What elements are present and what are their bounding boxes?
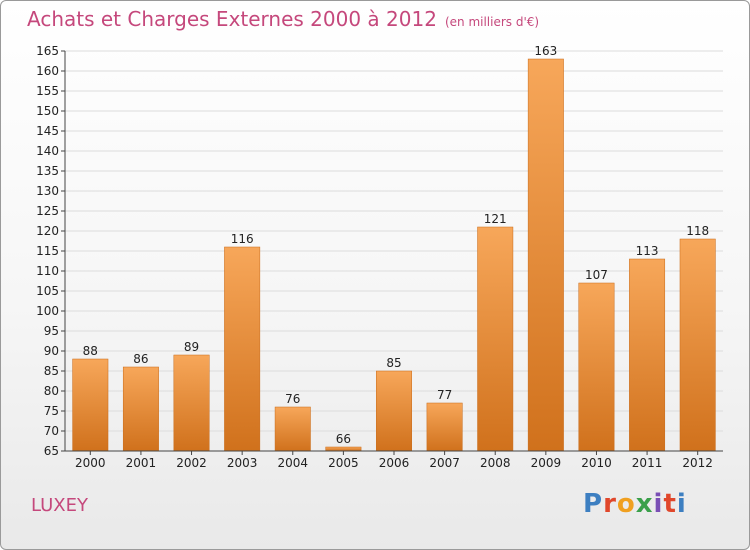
data-label-2005: 66 [336,432,351,446]
bar-2011 [629,258,666,452]
axes [61,50,723,455]
bar-2007 [426,402,463,452]
bar-2012 [679,238,716,452]
data-label-2011: 113 [636,244,659,258]
logo-letter: o [616,489,636,519]
x-tick-label-2000: 2000 [75,456,106,470]
y-tick-label: 75 [44,404,59,418]
y-tick-label: 65 [44,444,59,458]
bar-2003 [224,246,261,452]
data-label-2001: 86 [133,352,148,366]
y-tick-label: 160 [36,64,59,78]
x-tick-label-2001: 2001 [126,456,157,470]
bar-2000 [72,358,109,452]
data-label-2007: 77 [437,388,452,402]
x-tick-label-2007: 2007 [429,456,460,470]
labels: 65 70 75 80 85 90 95 100 105 110 115 120 125 130 135 14… [36,44,713,470]
chart-title: Achats et Charges Externes 2000 à 2012 (e… [27,7,539,31]
y-tick-label: 85 [44,364,59,378]
y-tick-label: 150 [36,104,59,118]
y-tick-label: 105 [36,284,59,298]
y-tick-label: 100 [36,304,59,318]
bar-2008 [477,226,514,452]
commune-name: LUXEY [31,495,89,516]
bar-2009 [527,58,564,452]
y-tick-label: 70 [44,424,59,438]
data-label-2003: 116 [231,232,254,246]
bar-2010 [578,282,615,452]
data-label-2006: 85 [386,356,401,370]
bar-2005 [325,446,362,452]
y-tick-label: 140 [36,144,59,158]
x-tick-label-2004: 2004 [277,456,308,470]
logo-letter: r [603,489,617,519]
y-tick-label: 80 [44,384,59,398]
data-label-2002: 89 [184,340,199,354]
chart-title-text: Achats et Charges Externes 2000 à 2012 [27,7,437,31]
data-label-2004: 76 [285,392,300,406]
x-tick-label-2005: 2005 [328,456,359,470]
y-tick-label: 130 [36,184,59,198]
data-label-2010: 107 [585,268,608,282]
bar-2002 [173,354,210,452]
logo-letter: x [635,489,654,519]
logo-letter: P [583,489,604,519]
proxiti-logo: Proxiti [583,489,687,519]
chart-subtitle: (en milliers d'€) [444,15,540,29]
x-tick-label-2011: 2011 [632,456,663,470]
x-tick-label-2012: 2012 [682,456,713,470]
y-tick-label: 95 [44,324,59,338]
y-tick-label: 90 [44,344,59,358]
data-label-2000: 88 [83,344,98,358]
logo-letter: t [663,489,677,519]
y-tick-label: 135 [36,164,59,178]
y-tick-label: 125 [36,204,59,218]
y-tick-label: 120 [36,224,59,238]
logo-letter: i [676,489,687,519]
data-label-2008: 121 [484,212,507,226]
x-tick-label-2002: 2002 [176,456,207,470]
y-tick-label: 155 [36,84,59,98]
bar-2001 [122,366,159,452]
x-tick-label-2010: 2010 [581,456,612,470]
data-label-2012: 118 [686,224,709,238]
y-tick-label: 145 [36,124,59,138]
data-label-2009: 163 [534,44,557,58]
bar-2004 [274,406,311,452]
bars [72,58,716,452]
y-tick-label: 165 [36,44,59,58]
logo-letter: i [653,489,664,519]
bar-2006 [376,370,412,452]
x-tick-label-2009: 2009 [531,456,562,470]
x-tick-label-2003: 2003 [227,456,258,470]
y-tick-label: 110 [36,264,59,278]
y-tick-label: 115 [36,244,59,258]
x-tick-label-2006: 2006 [379,456,410,470]
x-tick-label-2008: 2008 [480,456,511,470]
